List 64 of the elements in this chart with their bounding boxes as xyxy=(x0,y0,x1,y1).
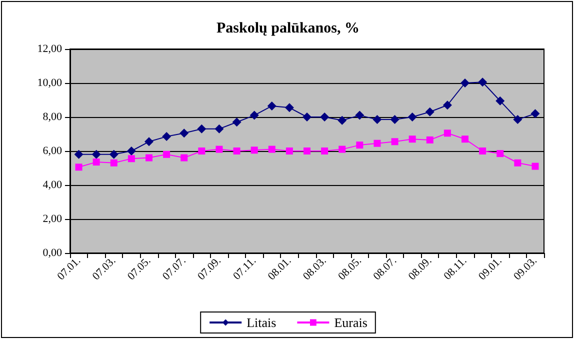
y-tick-label: 2,00 xyxy=(42,213,62,225)
point xyxy=(462,136,468,143)
point xyxy=(214,124,224,134)
point xyxy=(128,155,135,162)
point xyxy=(426,136,434,144)
point xyxy=(180,154,188,162)
point xyxy=(372,115,382,124)
point xyxy=(110,159,118,166)
point xyxy=(496,150,504,158)
point xyxy=(391,138,398,146)
point xyxy=(126,146,136,156)
point xyxy=(408,112,417,122)
point xyxy=(267,101,276,110)
point xyxy=(355,110,364,120)
point xyxy=(162,132,172,142)
point xyxy=(444,130,451,137)
point xyxy=(514,159,522,166)
point xyxy=(75,164,82,171)
y-tick-label: 10,00 xyxy=(37,77,62,89)
point xyxy=(390,115,400,124)
point xyxy=(425,107,434,116)
chart-title: Paskolų palūkanos, % xyxy=(216,20,360,36)
point xyxy=(496,96,505,106)
point xyxy=(74,150,84,159)
point xyxy=(302,112,312,122)
point xyxy=(356,142,364,149)
y-tick-label: 6,00 xyxy=(42,145,62,157)
point xyxy=(479,148,486,154)
point xyxy=(198,148,206,154)
point xyxy=(320,112,330,122)
point xyxy=(109,150,118,159)
point xyxy=(321,148,328,154)
point xyxy=(146,154,152,162)
point xyxy=(338,116,347,125)
point xyxy=(442,100,452,110)
point xyxy=(216,146,223,153)
point xyxy=(180,128,189,138)
point xyxy=(374,140,381,147)
point xyxy=(408,136,416,143)
point xyxy=(233,148,240,154)
legend-label: Litais xyxy=(246,315,276,330)
point xyxy=(513,115,522,124)
y-tick-label: 4,00 xyxy=(42,179,62,191)
y-tick-label: 12,00 xyxy=(37,43,62,55)
point xyxy=(144,137,154,146)
y-tick-label: 0,00 xyxy=(42,247,62,259)
point xyxy=(250,110,259,120)
point xyxy=(338,146,346,153)
point xyxy=(478,78,488,87)
point xyxy=(92,150,101,159)
y-tick-label: 8,00 xyxy=(42,111,62,123)
point xyxy=(284,103,294,112)
point xyxy=(460,78,470,88)
point xyxy=(286,148,293,154)
legend-label: Eurais xyxy=(334,315,368,330)
point xyxy=(532,162,539,170)
point xyxy=(163,150,170,158)
point xyxy=(268,146,276,153)
point xyxy=(197,124,206,134)
point xyxy=(250,146,258,154)
point xyxy=(530,109,540,118)
point xyxy=(92,158,100,166)
point xyxy=(304,148,310,154)
point xyxy=(232,118,242,127)
